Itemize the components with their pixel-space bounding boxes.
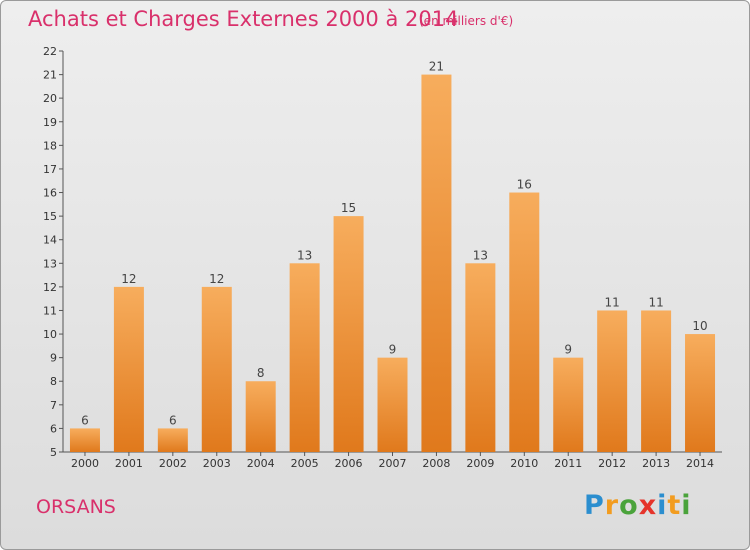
y-tick-label: 20 [43, 92, 57, 105]
bar [421, 74, 452, 453]
x-tick-label: 2000 [71, 457, 99, 470]
bar [641, 310, 672, 452]
data-label: 15 [341, 201, 356, 215]
data-label: 10 [692, 319, 707, 333]
data-label: 21 [429, 60, 444, 74]
logo-letter: r [604, 490, 620, 521]
data-label: 16 [517, 178, 532, 192]
data-label: 11 [648, 295, 663, 309]
x-tick-label: 2008 [422, 457, 450, 470]
x-tick-label: 2006 [335, 457, 363, 470]
bar [245, 381, 276, 452]
x-tick-label: 2012 [598, 457, 626, 470]
bar [377, 357, 408, 452]
y-tick-label: 12 [43, 281, 57, 294]
x-tick-label: 2007 [379, 457, 407, 470]
data-label: 13 [297, 248, 312, 262]
x-tick-label: 2009 [466, 457, 494, 470]
bar [685, 334, 716, 452]
bar [465, 263, 496, 452]
bar [201, 286, 232, 452]
proxiti-logo[interactable]: Proxiti [584, 490, 692, 521]
logo-letter: P [584, 490, 605, 521]
x-tick-label: 2014 [686, 457, 714, 470]
y-tick-label: 5 [50, 446, 57, 459]
y-tick-label: 19 [43, 116, 57, 129]
x-tick-label: 2004 [247, 457, 275, 470]
y-tick-label: 8 [50, 375, 57, 388]
y-tick-label: 9 [50, 352, 57, 365]
y-tick-label: 11 [43, 304, 57, 317]
x-tick-label: 2011 [554, 457, 582, 470]
y-tick-label: 18 [43, 139, 57, 152]
logo-letter: i [657, 490, 668, 521]
y-tick-label: 14 [43, 234, 57, 247]
bar [157, 428, 188, 452]
data-label: 6 [81, 413, 89, 427]
data-label: 9 [564, 343, 572, 357]
x-tick-label: 2013 [642, 457, 670, 470]
bar [113, 286, 144, 452]
bar [333, 216, 364, 452]
commune-name: ORSANS [36, 496, 116, 518]
x-tick-label: 2003 [203, 457, 231, 470]
bar [289, 263, 320, 452]
data-label: 6 [169, 413, 177, 427]
logo-letter: x [638, 490, 658, 521]
chart-subtitle: (en milliers d'€) [419, 14, 514, 28]
chart-title: Achats et Charges Externes 2000 à 2014 [28, 7, 459, 31]
logo-letter: i [681, 490, 692, 521]
y-tick-label: 13 [43, 257, 57, 270]
x-tick-label: 2010 [510, 457, 538, 470]
y-tick-label: 21 [43, 69, 57, 82]
data-label: 12 [209, 272, 224, 286]
y-tick-label: 16 [43, 187, 57, 200]
data-label: 13 [473, 248, 488, 262]
logo-letter: o [619, 490, 639, 521]
data-label: 8 [257, 366, 265, 380]
y-tick-label: 6 [50, 422, 57, 435]
y-tick-label: 22 [43, 45, 57, 58]
data-label: 9 [389, 343, 397, 357]
y-tick-label: 7 [50, 399, 57, 412]
data-label: 12 [121, 272, 136, 286]
x-tick-label: 2002 [159, 457, 187, 470]
y-tick-label: 17 [43, 163, 57, 176]
y-tick-label: 10 [43, 328, 57, 341]
data-label: 11 [605, 295, 620, 309]
y-tick-label: 15 [43, 210, 57, 223]
bar [597, 310, 628, 452]
x-tick-label: 2001 [115, 457, 143, 470]
x-tick-label: 2005 [291, 457, 319, 470]
bar [69, 428, 100, 452]
bar [509, 192, 540, 452]
bar [553, 357, 584, 452]
logo-letter: t [667, 490, 682, 521]
